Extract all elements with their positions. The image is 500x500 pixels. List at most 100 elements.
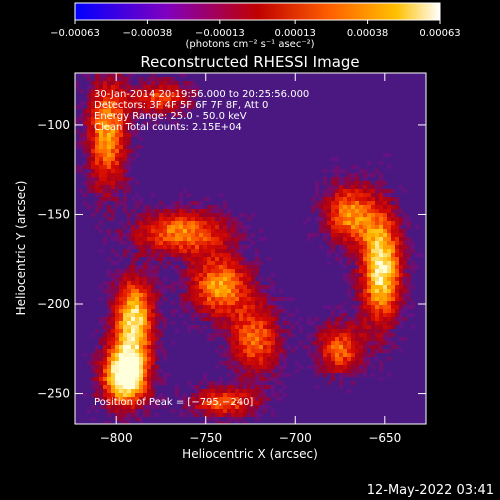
heatmap-cell — [91, 109, 95, 113]
heatmap-cell — [359, 333, 363, 337]
heatmap-cell — [275, 321, 279, 325]
heatmap-cell — [319, 197, 323, 201]
heatmap-cell — [155, 329, 159, 333]
heatmap-cell — [259, 229, 263, 233]
heatmap-cell — [155, 401, 159, 405]
heatmap-cell — [355, 241, 359, 245]
heatmap-cell — [171, 217, 175, 221]
heatmap-cell — [195, 305, 199, 309]
heatmap-cell — [347, 373, 351, 377]
heatmap-cell — [127, 117, 131, 121]
heatmap-cell — [99, 181, 103, 185]
heatmap-cell — [287, 329, 291, 333]
heatmap-cell — [395, 305, 399, 309]
heatmap-cell — [343, 357, 347, 361]
heatmap-cell — [191, 209, 195, 213]
heatmap-cell — [103, 337, 107, 341]
heatmap-cell — [127, 421, 131, 424]
heatmap-cell — [391, 241, 395, 245]
heatmap-cell — [247, 349, 251, 353]
heatmap-cell — [115, 161, 119, 165]
heatmap-cell — [135, 373, 139, 377]
heatmap-cell — [251, 337, 255, 341]
heatmap-cell — [103, 97, 107, 101]
heatmap-cell — [399, 217, 403, 221]
heatmap-cell — [251, 369, 255, 373]
heatmap-cell — [387, 281, 391, 285]
heatmap-cell — [227, 333, 231, 337]
heatmap-cell — [335, 229, 339, 233]
heatmap-cell — [207, 257, 211, 261]
heatmap-cell — [207, 229, 211, 233]
heatmap-cell — [251, 265, 255, 269]
heatmap-cell — [139, 285, 143, 289]
heatmap-cell — [107, 161, 111, 165]
heatmap-cell — [175, 205, 179, 209]
heatmap-cell — [143, 81, 147, 85]
heatmap-cell — [263, 357, 267, 361]
heatmap-cell — [171, 209, 175, 213]
heatmap-cell — [395, 265, 399, 269]
heatmap-cell — [347, 341, 351, 345]
heatmap-cell — [159, 345, 163, 349]
heatmap-cell — [191, 277, 195, 281]
heatmap-cell — [131, 245, 135, 249]
heatmap-cell — [151, 233, 155, 237]
heatmap-cell — [359, 301, 363, 305]
heatmap-cell — [159, 221, 163, 225]
heatmap-cell — [359, 169, 363, 173]
heatmap-cell — [199, 393, 203, 397]
heatmap-cell — [223, 261, 227, 265]
heatmap-cell — [387, 205, 391, 209]
heatmap-cell — [251, 389, 255, 393]
heatmap-cell — [155, 309, 159, 313]
heatmap-cell — [343, 345, 347, 349]
heatmap-cell — [355, 289, 359, 293]
heatmap-cell — [203, 241, 207, 245]
heatmap-cell — [111, 373, 115, 377]
heatmap-cell — [343, 365, 347, 369]
heatmap-cell — [263, 361, 267, 365]
heatmap-cell — [371, 325, 375, 329]
heatmap-cell — [355, 225, 359, 229]
heatmap-cell — [195, 257, 199, 261]
heatmap-cell — [107, 393, 111, 397]
heatmap-cell — [355, 281, 359, 285]
heatmap-cell — [159, 85, 163, 89]
heatmap-cell — [187, 269, 191, 273]
heatmap-cell — [259, 397, 263, 401]
heatmap-cell — [91, 113, 95, 117]
heatmap-cell — [99, 285, 103, 289]
heatmap-cell — [347, 289, 351, 293]
heatmap-cell — [323, 357, 327, 361]
heatmap-cell — [91, 361, 95, 365]
heatmap-cell — [139, 377, 143, 381]
heatmap-cell — [235, 245, 239, 249]
heatmap-cell — [163, 97, 167, 101]
heatmap-cell — [91, 81, 95, 85]
heatmap-cell — [355, 325, 359, 329]
heatmap-cell — [379, 281, 383, 285]
heatmap-cell — [407, 289, 411, 293]
heatmap-cell — [367, 269, 371, 273]
heatmap-cell — [263, 329, 267, 333]
heatmap-cell — [323, 345, 327, 349]
heatmap-cell — [203, 409, 207, 413]
heatmap-cell — [375, 313, 379, 317]
heatmap-cell — [231, 385, 235, 389]
heatmap-cell — [247, 301, 251, 305]
heatmap-cell — [147, 317, 151, 321]
heatmap-cell — [99, 317, 103, 321]
heatmap-cell — [95, 81, 99, 85]
heatmap-cell — [95, 73, 99, 77]
heatmap-cell — [375, 221, 379, 225]
heatmap-cell — [227, 421, 231, 424]
heatmap-cell — [327, 217, 331, 221]
heatmap-cell — [87, 165, 91, 169]
heatmap-cell — [195, 405, 199, 409]
heatmap-cell — [335, 257, 339, 261]
heatmap-cell — [395, 261, 399, 265]
heatmap-cell — [95, 97, 99, 101]
heatmap-cell — [87, 169, 91, 173]
heatmap-cell — [255, 313, 259, 317]
